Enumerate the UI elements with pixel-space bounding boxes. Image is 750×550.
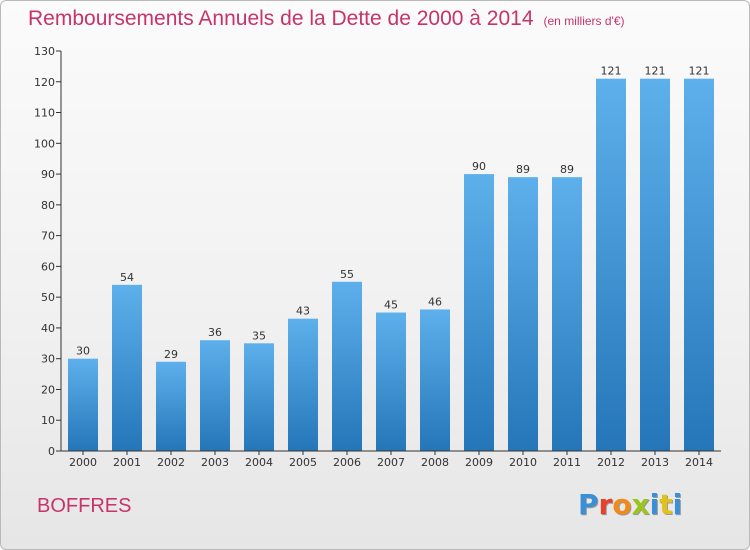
y-tick-label: 50	[41, 291, 55, 304]
bar-value-label: 30	[76, 345, 90, 358]
bar-value-label: 35	[252, 329, 266, 342]
bar-value-label: 46	[428, 295, 442, 308]
bar	[112, 284, 142, 451]
bar	[288, 318, 318, 451]
bar	[464, 174, 494, 452]
y-tick-label: 70	[41, 230, 55, 243]
bar	[420, 309, 450, 451]
bar	[156, 361, 186, 451]
x-tick-label: 2012	[597, 456, 625, 469]
x-tick-label: 2014	[685, 456, 713, 469]
y-tick-label: 120	[34, 76, 55, 89]
bars: 30 54 29 36 35 43 55 45 46 90 89 89 121 121 121	[68, 65, 714, 452]
x-tick-label: 2006	[333, 456, 361, 469]
bar	[508, 177, 538, 451]
chart-unit: (en milliers d'€)	[543, 14, 625, 28]
bar-value-label: 54	[120, 271, 134, 284]
y-tick-label: 130	[34, 45, 55, 58]
bar-value-label: 29	[164, 348, 178, 361]
y-tick-label: 60	[41, 260, 55, 273]
bar-value-label: 121	[645, 65, 666, 78]
bar-value-label: 45	[384, 299, 398, 312]
bar	[376, 312, 406, 451]
x-tick-label: 2004	[245, 456, 273, 469]
bar	[596, 78, 626, 451]
x-tick-label: 2011	[553, 456, 581, 469]
y-tick-label: 80	[41, 199, 55, 212]
bar-value-label: 36	[208, 326, 222, 339]
bar	[684, 78, 714, 451]
y-tick-label: 90	[41, 168, 55, 181]
bar-value-label: 55	[340, 268, 354, 281]
bar-value-label: 43	[296, 305, 310, 318]
y-tick-label: 110	[34, 107, 55, 120]
x-axis: 2000 2001 2002 2003 2004 2005 2006 2007 2008 2009…	[61, 450, 721, 469]
y-tick-label: 100	[34, 137, 55, 150]
x-tick-label: 2003	[201, 456, 229, 469]
x-tick-label: 2010	[509, 456, 537, 469]
bar-value-label: 121	[689, 65, 710, 78]
x-tick-label: 2008	[421, 456, 449, 469]
chart-title-text: Remboursements Annuels de la Dette de 20…	[28, 7, 534, 30]
bar	[640, 78, 670, 451]
bar	[68, 358, 98, 451]
bar	[200, 340, 230, 451]
y-tick-label: 30	[41, 353, 55, 366]
y-tick-label: 40	[41, 322, 55, 335]
x-tick-label: 2009	[465, 456, 493, 469]
x-tick-label: 2005	[289, 456, 317, 469]
bar-value-label: 89	[560, 163, 574, 176]
x-tick-label: 2007	[377, 456, 405, 469]
y-tick-label: 10	[41, 414, 55, 427]
x-tick-label: 2001	[113, 456, 141, 469]
x-tick-label: 2002	[157, 456, 185, 469]
y-tick-label: 0	[48, 445, 55, 458]
bar	[244, 343, 274, 451]
bar-value-label: 89	[516, 163, 530, 176]
x-tick-label: 2013	[641, 456, 669, 469]
bar	[332, 281, 362, 451]
y-tick-label: 20	[41, 383, 55, 396]
commune-name: BOFFRES	[37, 495, 132, 517]
proxiti-logo: Proxiti	[578, 488, 683, 521]
bar	[552, 177, 582, 451]
y-axis: 0 10 20 30 40 50 60 70 80 90 100 110 120 130	[34, 45, 62, 458]
bar-value-label: 90	[472, 160, 486, 173]
chart-title: Remboursements Annuels de la Dette de 20…	[28, 7, 625, 31]
bar-value-label: 121	[601, 65, 622, 78]
x-tick-label: 2000	[69, 456, 97, 469]
